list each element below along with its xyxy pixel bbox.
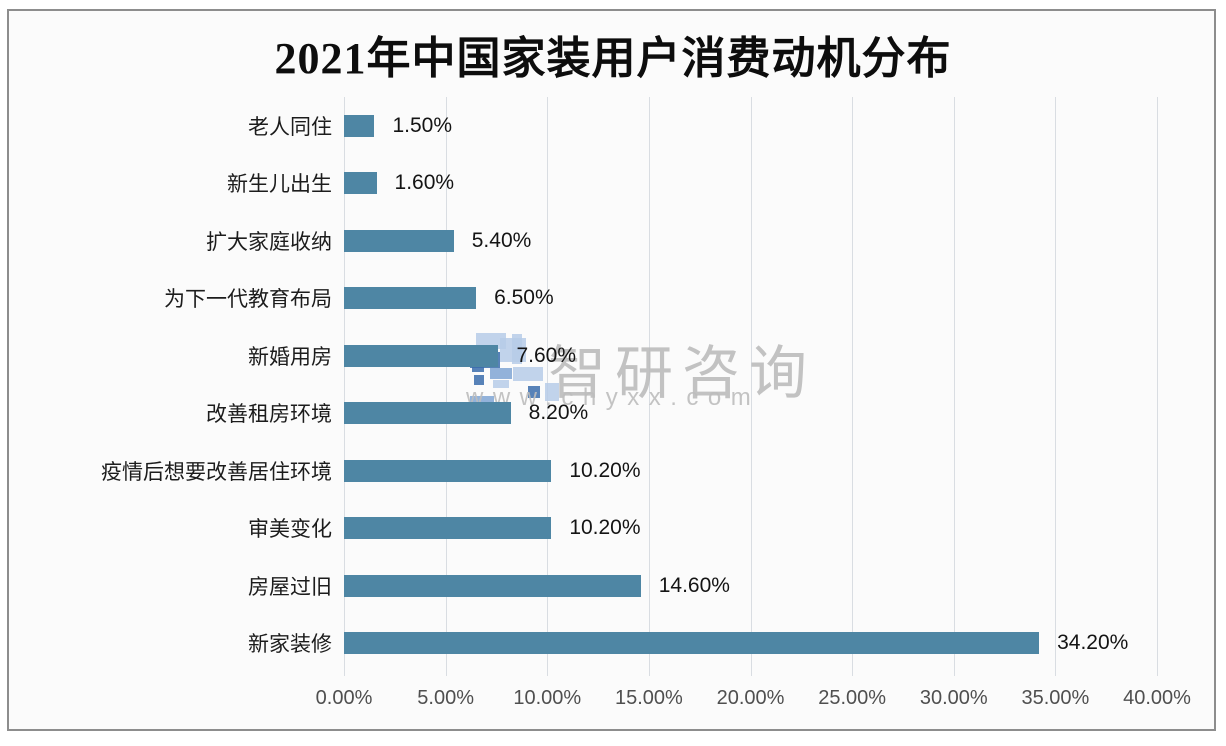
bar: [344, 574, 641, 597]
x-tick-label: 20.00%: [716, 687, 785, 709]
category-label: 新婚用房: [248, 345, 332, 369]
value-label: 34.20%: [1057, 631, 1129, 655]
category-label: 疫情后想要改善居住环境: [101, 460, 332, 484]
bar: [344, 402, 511, 425]
gridline: [852, 97, 854, 676]
watermark-logo-square: [472, 364, 484, 372]
watermark-url-text: www.chyxx.com: [466, 384, 761, 411]
category-label: 房屋过旧: [248, 575, 332, 599]
bar: [344, 287, 477, 310]
x-tick-label: 25.00%: [818, 687, 887, 709]
category-label: 改善租房环境: [206, 403, 332, 427]
watermark-brand-text: 智研咨询: [548, 341, 817, 406]
category-label: 新家装修: [248, 633, 332, 657]
watermark-logo-square: [493, 380, 509, 388]
x-tick-label: 15.00%: [614, 687, 683, 709]
x-tick-label: 40.00%: [1123, 687, 1191, 709]
value-label: 5.40%: [471, 228, 532, 252]
bar: [344, 517, 552, 540]
watermark-logo-square: [513, 367, 543, 381]
gridline: [1157, 97, 1158, 676]
watermark-logo-square: [490, 368, 512, 379]
value-label: 7.60%: [516, 343, 577, 367]
gridline: [344, 97, 345, 676]
chart-frame: [7, 9, 1216, 731]
x-tick-label: 0.00%: [315, 687, 373, 709]
gridline: [750, 97, 752, 676]
value-label: 14.60%: [658, 573, 730, 597]
bar: [344, 172, 377, 195]
value-label: 10.20%: [569, 516, 641, 540]
watermark-logo-square: [545, 383, 559, 401]
gridline: [445, 97, 447, 676]
x-tick-label: 35.00%: [1021, 687, 1090, 709]
x-tick-label: 30.00%: [919, 687, 988, 709]
bar: [344, 632, 1040, 655]
value-label: 6.50%: [494, 286, 554, 310]
chart-title: 2021年中国家装用户消费动机分布: [274, 34, 952, 83]
category-label: 新生儿出生: [227, 173, 332, 197]
x-tick-label: 10.00%: [513, 687, 582, 709]
value-label: 1.50%: [392, 113, 453, 137]
bar: [344, 344, 499, 367]
category-label: 老人同住: [248, 115, 332, 139]
bar: [344, 459, 552, 482]
bar: [344, 114, 375, 137]
watermark-logo-square: [528, 386, 540, 398]
gridline: [1055, 97, 1057, 676]
value-label: 1.60%: [394, 171, 455, 195]
category-label: 审美变化: [248, 518, 332, 542]
gridline: [953, 97, 955, 676]
x-tick-label: 5.00%: [417, 687, 474, 709]
value-label: 8.20%: [528, 401, 589, 425]
bar: [344, 229, 454, 252]
watermark-logo-square: [474, 375, 484, 385]
category-label: 为下一代教育布局: [164, 288, 332, 312]
category-label: 扩大家庭收纳: [206, 230, 332, 254]
gridline: [648, 97, 650, 676]
value-label: 10.20%: [569, 458, 641, 482]
watermark-logo-square: [512, 334, 522, 364]
